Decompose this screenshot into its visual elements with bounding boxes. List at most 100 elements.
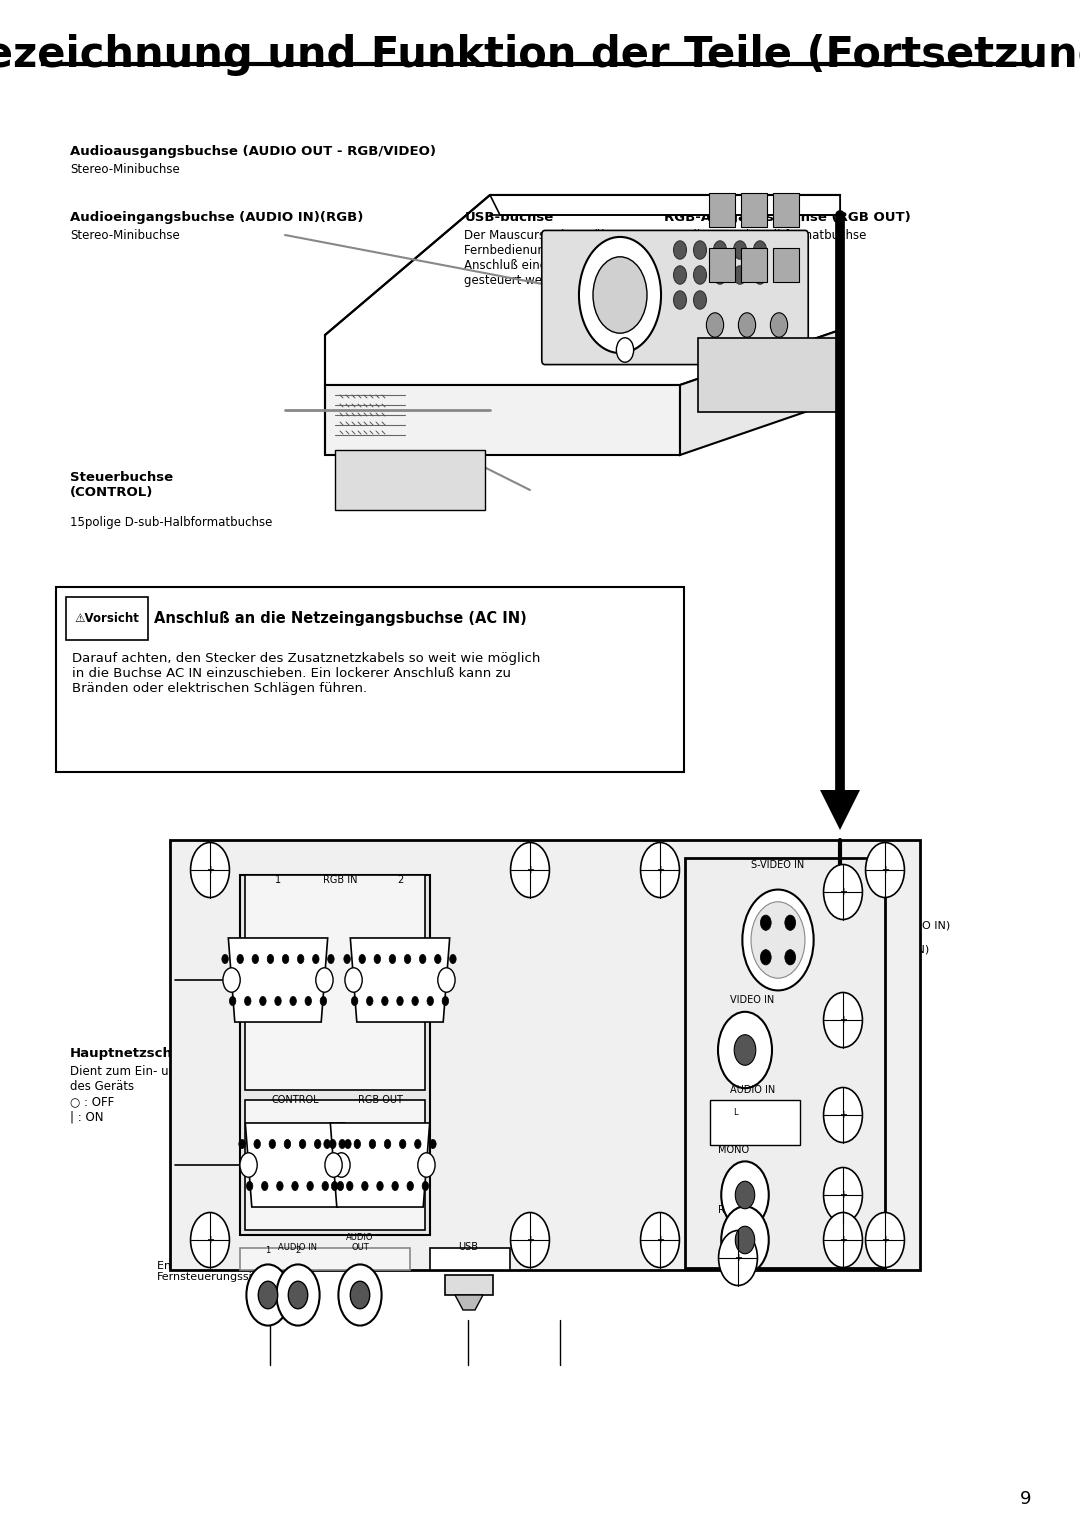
Polygon shape — [680, 330, 840, 455]
Circle shape — [721, 1161, 769, 1229]
Circle shape — [693, 241, 706, 260]
FancyBboxPatch shape — [170, 840, 920, 1270]
Text: 15polige D-sub-Halbformatbuchse: 15polige D-sub-Halbformatbuchse — [70, 516, 272, 530]
FancyBboxPatch shape — [240, 876, 430, 1235]
Text: 1: 1 — [266, 1245, 271, 1254]
Circle shape — [824, 1213, 863, 1268]
Circle shape — [640, 1213, 679, 1268]
Polygon shape — [455, 1296, 483, 1309]
Text: +: + — [656, 1235, 664, 1245]
Circle shape — [751, 902, 805, 978]
Circle shape — [246, 1265, 289, 1326]
Circle shape — [329, 1140, 336, 1149]
Circle shape — [258, 1282, 278, 1309]
Polygon shape — [490, 196, 840, 215]
Circle shape — [770, 313, 787, 338]
Circle shape — [739, 313, 756, 338]
Circle shape — [246, 1181, 253, 1190]
Circle shape — [785, 949, 796, 964]
Polygon shape — [245, 1123, 345, 1207]
Circle shape — [511, 1213, 550, 1268]
FancyBboxPatch shape — [710, 1100, 800, 1144]
Circle shape — [190, 842, 229, 897]
FancyBboxPatch shape — [245, 876, 424, 1089]
Circle shape — [415, 1140, 421, 1149]
Text: +: + — [881, 1235, 889, 1245]
FancyBboxPatch shape — [56, 587, 684, 772]
Circle shape — [593, 257, 647, 333]
Circle shape — [381, 996, 388, 1005]
Polygon shape — [325, 196, 840, 385]
Text: VIDEO IN: VIDEO IN — [730, 995, 774, 1005]
Polygon shape — [330, 1123, 430, 1207]
Text: RGB IN: RGB IN — [323, 876, 357, 885]
Polygon shape — [820, 790, 860, 830]
FancyBboxPatch shape — [708, 248, 734, 281]
Circle shape — [430, 1140, 436, 1149]
Text: +: + — [881, 865, 889, 876]
Circle shape — [347, 1181, 353, 1190]
Circle shape — [511, 842, 550, 897]
Circle shape — [396, 996, 403, 1005]
Circle shape — [693, 290, 706, 309]
Text: AUDIO
OUT: AUDIO OUT — [347, 1233, 374, 1251]
Circle shape — [693, 266, 706, 284]
Circle shape — [267, 955, 273, 964]
Circle shape — [865, 842, 904, 897]
Text: +: + — [839, 1015, 847, 1025]
Text: +: + — [656, 865, 664, 876]
FancyBboxPatch shape — [245, 1100, 424, 1230]
Circle shape — [674, 290, 687, 309]
Text: MONO: MONO — [718, 1144, 750, 1155]
Circle shape — [733, 241, 746, 260]
Circle shape — [754, 266, 767, 284]
Text: Audioausgangsbuchse (AUDIO OUT - RGB/VIDEO): Audioausgangsbuchse (AUDIO OUT - RGB/VID… — [70, 145, 436, 159]
Text: 15polige D-sub-Halbformatbuchse: 15polige D-sub-Halbformatbuchse — [664, 229, 866, 243]
Circle shape — [239, 1140, 245, 1149]
Text: 15polige D-sub-Halbformatbuchse
(1/2): 15polige D-sub-Halbformatbuchse (1/2) — [70, 654, 272, 681]
Circle shape — [305, 996, 311, 1005]
Circle shape — [734, 1034, 756, 1065]
Text: Hauptnetzschalter: Hauptnetzschalter — [70, 1047, 208, 1060]
Text: Dient zum Ein- und Ausschalten
des Geräts
○ : OFF
| : ON: Dient zum Ein- und Ausschalten des Gerät… — [70, 1065, 259, 1123]
Text: Stereo-Minibuchse: Stereo-Minibuchse — [70, 163, 180, 177]
Circle shape — [322, 1181, 328, 1190]
Circle shape — [824, 1167, 863, 1222]
Text: Videoeingangsbuchse
(VIDEO IN): Videoeingangsbuchse (VIDEO IN) — [740, 863, 921, 895]
Circle shape — [261, 1181, 268, 1190]
FancyBboxPatch shape — [708, 193, 734, 226]
Text: AUDIO IN: AUDIO IN — [279, 1242, 318, 1251]
FancyBboxPatch shape — [240, 1248, 410, 1270]
Circle shape — [351, 996, 357, 1005]
Circle shape — [362, 1181, 368, 1190]
Text: Netzeingangsbuchse (AC IN): Netzeingangsbuchse (AC IN) — [302, 924, 515, 938]
Text: +: + — [526, 865, 534, 876]
Circle shape — [338, 1265, 381, 1326]
Circle shape — [350, 1282, 369, 1309]
Circle shape — [400, 1140, 406, 1149]
Circle shape — [337, 1181, 343, 1190]
Circle shape — [706, 313, 724, 338]
FancyBboxPatch shape — [430, 1248, 510, 1270]
Text: 2: 2 — [396, 876, 403, 885]
Circle shape — [721, 1207, 769, 1274]
Circle shape — [714, 266, 727, 284]
Circle shape — [735, 1181, 755, 1209]
Text: 1: 1 — [275, 876, 281, 885]
Circle shape — [254, 1140, 260, 1149]
Circle shape — [384, 1140, 391, 1149]
Circle shape — [222, 967, 240, 992]
Text: AUDIO IN: AUDIO IN — [730, 1085, 775, 1096]
Text: L: L — [732, 1108, 738, 1117]
FancyBboxPatch shape — [335, 451, 485, 510]
Circle shape — [579, 237, 661, 353]
Circle shape — [359, 955, 365, 964]
Circle shape — [718, 1230, 757, 1285]
Circle shape — [324, 1140, 330, 1149]
Text: Der Mauscursor kann über
Fernbedienung durch
Anschluß eines PCs
gesteuert werden: Der Mauscursor kann über Fernbedienung d… — [464, 229, 621, 287]
Circle shape — [325, 1152, 342, 1177]
Text: 9: 9 — [1020, 1490, 1031, 1508]
Circle shape — [292, 1181, 298, 1190]
Circle shape — [404, 955, 410, 964]
Circle shape — [374, 955, 380, 964]
